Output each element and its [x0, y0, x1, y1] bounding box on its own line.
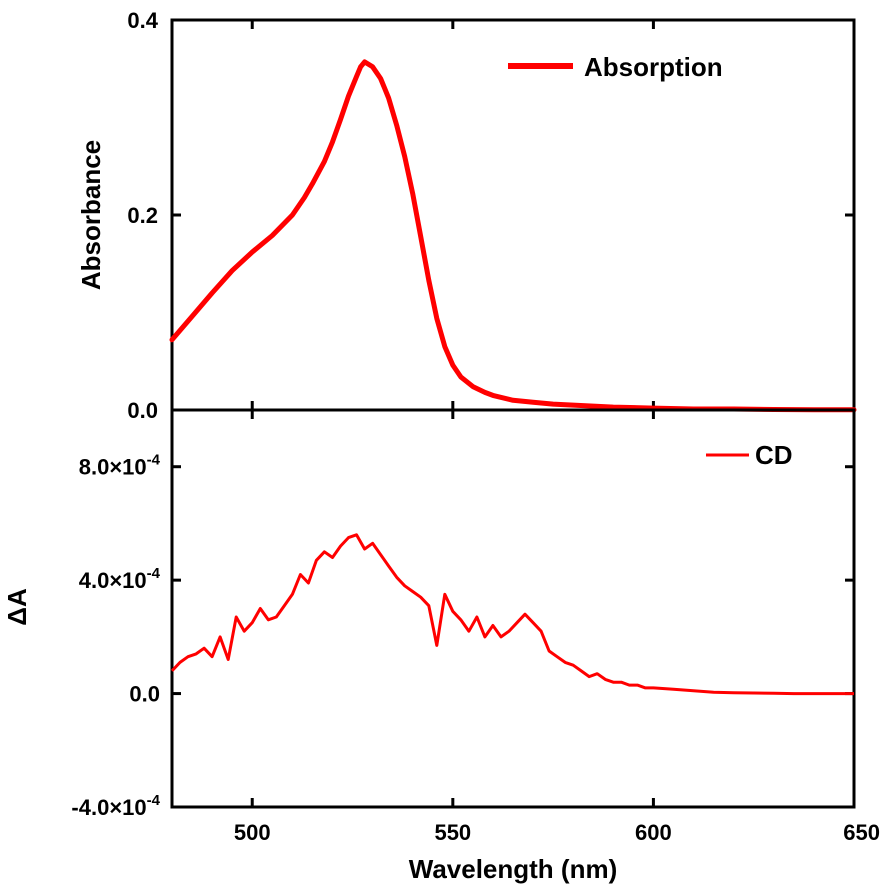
absorption-plot-frame [170, 18, 856, 412]
cd-plot-frame [170, 408, 856, 809]
absorption-series-line [169, 59, 857, 413]
absorbance-axis-title: Absorbance [76, 140, 106, 290]
absorption-legend-label: Absorption [584, 52, 723, 82]
wavelength-x-tick-label: 550 [434, 820, 471, 845]
cd-y-tick-label: 0.0 [129, 682, 160, 707]
wavelength-x-tick-label: 500 [234, 820, 271, 845]
wavelength-axis-title: Wavelength (nm) [409, 854, 617, 884]
wavelength-x-tick-label: 650 [843, 820, 880, 845]
absorbance-y-tick-label: 0.0 [127, 398, 158, 423]
cd-series-line [170, 533, 854, 696]
absorbance-y-tick-label: 0.4 [127, 8, 158, 33]
cd-y-tick-label: -4.0×10-4 [71, 792, 160, 820]
cd-legend-label: CD [755, 440, 793, 470]
cd-y-tick-label: 4.0×10-4 [79, 565, 161, 593]
delta-a-axis-title: ΔA [2, 588, 32, 626]
absorption-legend: Absorption [508, 52, 723, 82]
cd-legend: CD [706, 440, 793, 470]
absorption-panel: 0.0 0.2 0.4 Absorption Absorbance [76, 8, 857, 423]
cd-panel: -4.0×10-4 0.0 4.0×10-4 8.0×10-4 500 550 600 65… [2, 408, 880, 884]
wavelength-x-tick-label: 600 [635, 820, 672, 845]
cd-y-tick-label: 8.0×10-4 [79, 452, 161, 480]
absorbance-y-tick-label: 0.2 [127, 203, 158, 228]
